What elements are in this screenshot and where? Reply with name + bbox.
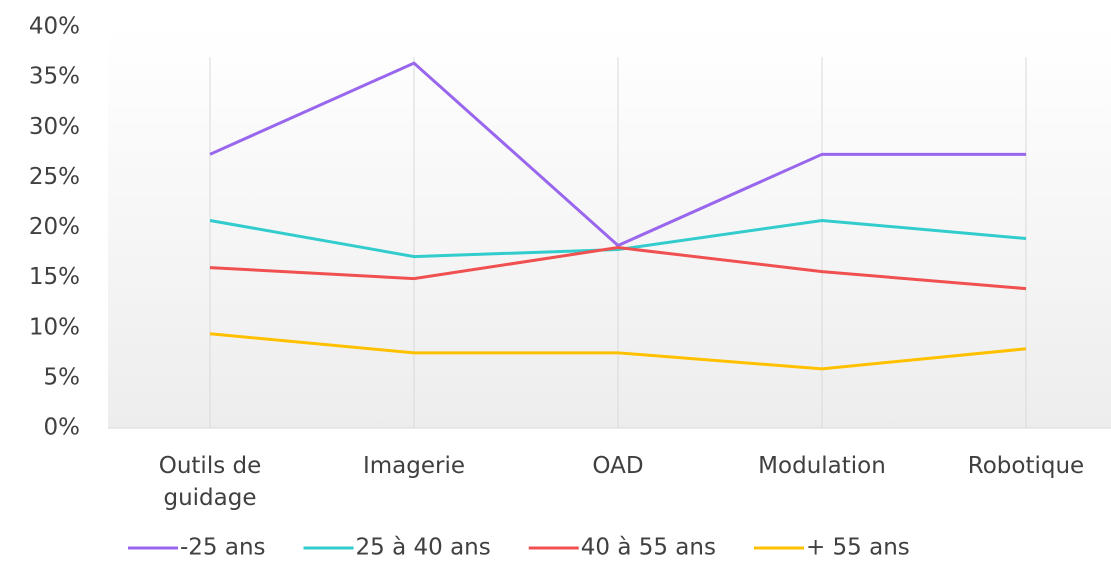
x-tick-label: Imagerie <box>362 453 466 479</box>
x-tick-label: Robotique <box>967 453 1085 479</box>
y-tick-label: 40% <box>29 14 80 40</box>
y-tick-label: 0% <box>44 415 81 441</box>
legend-label: + 55 ans <box>806 535 910 561</box>
y-tick-label: 10% <box>29 314 80 340</box>
x-tick-label: Outils de guidage <box>158 453 262 511</box>
y-tick-label: 35% <box>29 64 80 90</box>
legend-label: -25 ans <box>180 535 266 561</box>
y-tick-label: 25% <box>29 164 80 190</box>
x-tick-label: Modulation <box>758 453 886 479</box>
legend-label: 40 à 55 ans <box>581 535 716 561</box>
series-line <box>209 218 1027 259</box>
legend-label: 25 à 40 ans <box>356 535 491 561</box>
series-line <box>209 246 1027 291</box>
series-line <box>209 332 1027 371</box>
y-tick-label: 30% <box>29 114 80 140</box>
y-tick-label: 5% <box>44 364 81 390</box>
plot-area <box>108 27 1111 428</box>
y-tick-label: 15% <box>29 264 80 290</box>
series-line <box>209 61 1026 248</box>
x-tick-label: OAD <box>592 453 644 479</box>
y-tick-label: 20% <box>29 214 80 240</box>
